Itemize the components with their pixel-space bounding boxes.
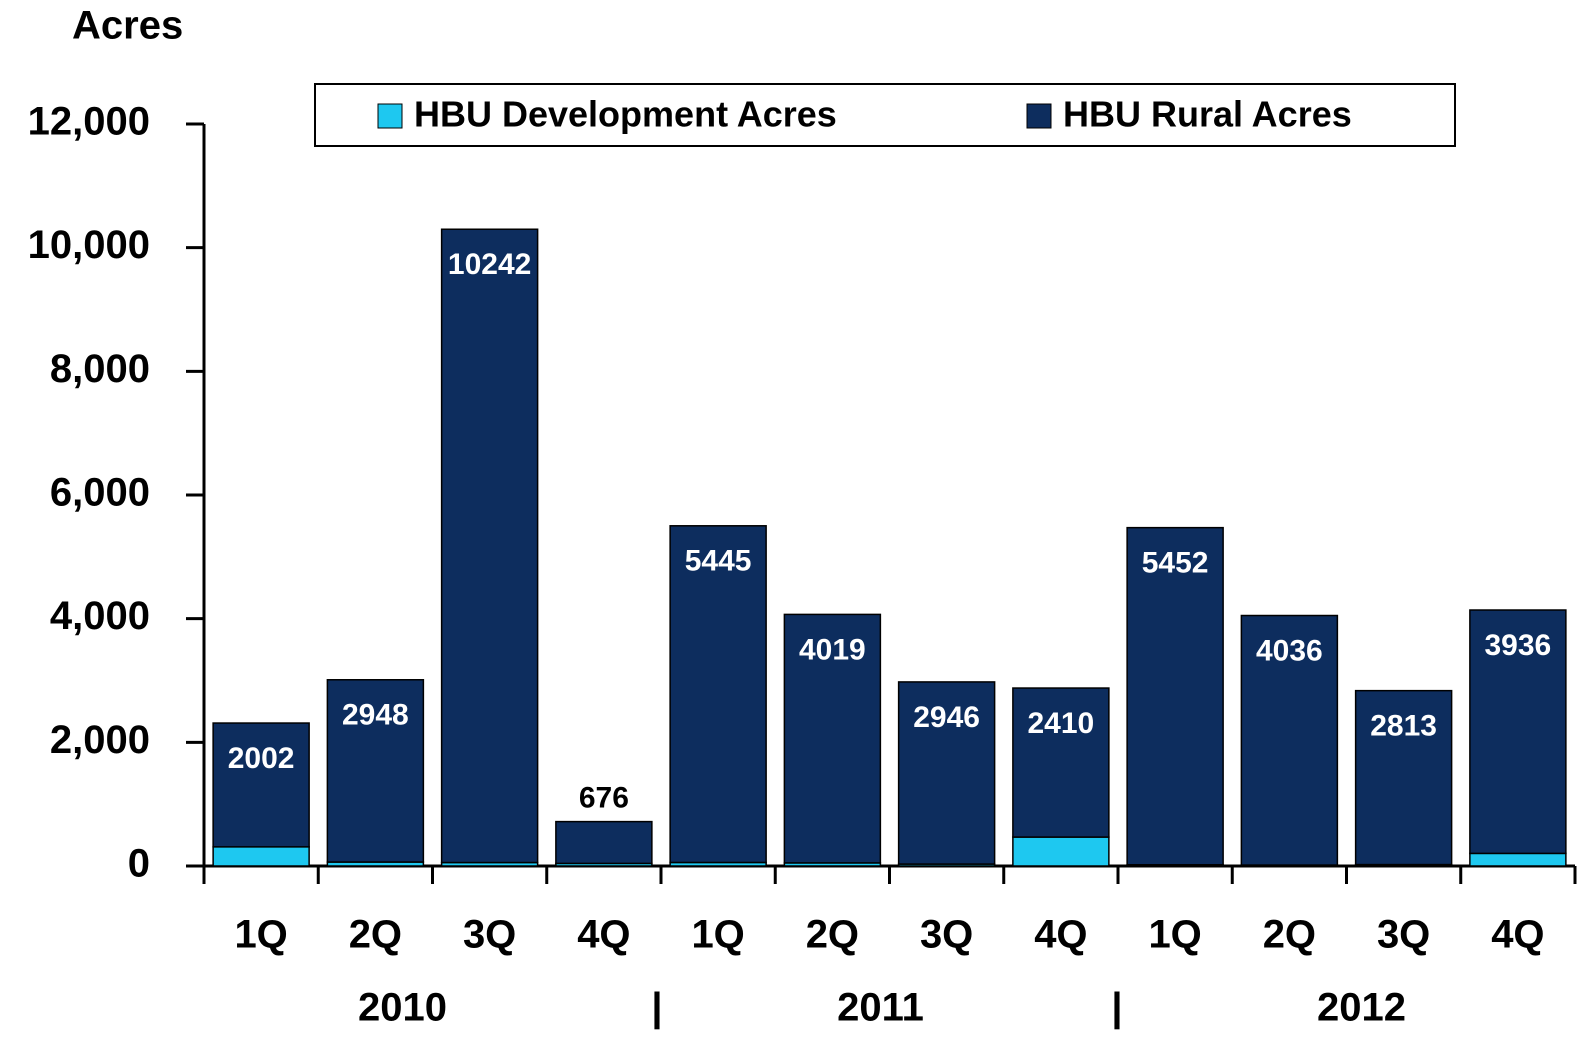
x-tick-label: 2Q <box>349 913 402 957</box>
bar-segment <box>783 613 882 864</box>
bar-segment <box>897 681 996 865</box>
bar-segment <box>440 228 539 864</box>
year-label: 2011 <box>837 986 924 1030</box>
legend-swatch <box>1026 103 1052 129</box>
y-tick-label: 0 <box>128 842 150 886</box>
data-label: 5445 <box>685 545 752 578</box>
bar-segment <box>1012 687 1110 838</box>
data-label: 2946 <box>913 701 980 734</box>
bar-segment <box>212 846 310 867</box>
data-label: 2813 <box>1370 710 1437 743</box>
bar-segment <box>1012 836 1110 867</box>
bar-segment <box>326 679 425 863</box>
data-label: 4036 <box>1256 634 1323 667</box>
x-tick-label: 2Q <box>1263 913 1316 957</box>
x-tick-label: 1Q <box>691 913 744 957</box>
x-tick-label: 4Q <box>577 913 630 957</box>
y-tick-label: 10,000 <box>28 223 150 267</box>
legend-label: HBU Rural Acres <box>1063 94 1352 135</box>
group-separator: | <box>651 986 662 1030</box>
data-label: 10242 <box>448 248 531 281</box>
data-label: 676 <box>579 782 629 815</box>
data-label: 2410 <box>1028 707 1095 740</box>
bar-segment <box>212 722 310 848</box>
data-label: 4019 <box>799 633 866 666</box>
legend-label: HBU Development Acres <box>414 94 837 135</box>
y-tick-label: 12,000 <box>28 100 150 144</box>
bar-segment <box>555 820 653 865</box>
bar-segment <box>669 525 767 864</box>
y-axis-label: Acres <box>72 4 183 48</box>
x-tick-label: 4Q <box>1491 913 1544 957</box>
y-tick-label: 4,000 <box>50 594 150 638</box>
x-tick-label: 2Q <box>806 913 859 957</box>
legend <box>314 83 1456 147</box>
x-tick-label: 3Q <box>1377 913 1430 957</box>
bar-segment <box>1469 609 1567 855</box>
data-label: 2002 <box>228 742 295 775</box>
bar-segment <box>1469 852 1567 867</box>
x-tick-label: 1Q <box>1148 913 1201 957</box>
y-tick-label: 6,000 <box>50 471 150 515</box>
legend-swatch <box>377 103 403 129</box>
year-label: 2012 <box>1317 986 1406 1030</box>
x-tick-label: 3Q <box>920 913 973 957</box>
bar-segment <box>1126 526 1224 866</box>
x-tick-label: 1Q <box>234 913 287 957</box>
group-separator: | <box>1111 986 1122 1030</box>
data-label: 2948 <box>342 699 409 732</box>
y-tick-label: 2,000 <box>50 718 150 762</box>
data-label: 5452 <box>1142 547 1209 580</box>
bar-segment <box>1240 614 1339 866</box>
bar-segment <box>1354 689 1453 866</box>
x-tick-label: 3Q <box>463 913 516 957</box>
data-label: 3936 <box>1485 629 1552 662</box>
y-tick-label: 8,000 <box>50 347 150 391</box>
x-tick-label: 4Q <box>1034 913 1087 957</box>
year-label: 2010 <box>358 986 447 1030</box>
